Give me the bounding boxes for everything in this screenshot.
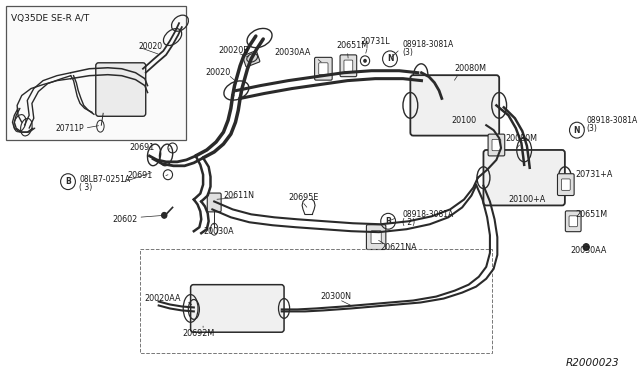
Bar — [6, 6, 186, 140]
Text: 20711P: 20711P — [55, 124, 84, 133]
Circle shape — [161, 212, 168, 219]
FancyBboxPatch shape — [315, 57, 332, 80]
Text: 20602: 20602 — [113, 215, 138, 224]
Text: 20080M: 20080M — [506, 134, 538, 142]
Text: 20020B: 20020B — [219, 46, 250, 55]
Text: ( 2): ( 2) — [402, 218, 415, 227]
Text: 20030AA: 20030AA — [275, 48, 310, 57]
FancyBboxPatch shape — [344, 60, 353, 71]
Text: B: B — [385, 217, 391, 226]
FancyBboxPatch shape — [410, 75, 499, 136]
Text: N: N — [387, 54, 393, 63]
Text: 20695E: 20695E — [288, 193, 319, 202]
Text: 08LB7-0251A: 08LB7-0251A — [79, 175, 130, 184]
Text: VQ35DE SE-R A/T: VQ35DE SE-R A/T — [11, 14, 89, 23]
Text: 20080M: 20080M — [455, 64, 487, 73]
Text: 20300N: 20300N — [321, 292, 351, 301]
Text: ( 3): ( 3) — [79, 183, 92, 192]
Text: 20731+A: 20731+A — [575, 170, 612, 179]
Text: 20100: 20100 — [451, 116, 476, 125]
Text: 20691: 20691 — [129, 144, 154, 153]
Text: 20691: 20691 — [127, 171, 152, 180]
Text: 20020: 20020 — [138, 42, 163, 51]
Text: 08918-3081A: 08918-3081A — [402, 210, 453, 219]
FancyBboxPatch shape — [483, 150, 565, 205]
FancyBboxPatch shape — [243, 51, 260, 67]
Bar — [140, 249, 492, 353]
Text: R2000023: R2000023 — [566, 358, 620, 368]
Text: B: B — [65, 177, 71, 186]
Text: (3): (3) — [402, 48, 413, 57]
Text: 20651M: 20651M — [337, 41, 369, 51]
Text: 20020AA: 20020AA — [145, 294, 181, 303]
FancyBboxPatch shape — [207, 193, 221, 212]
FancyBboxPatch shape — [191, 285, 284, 332]
FancyBboxPatch shape — [492, 140, 501, 151]
Text: 20611N: 20611N — [223, 191, 255, 200]
Text: 08918-3081A: 08918-3081A — [402, 41, 453, 49]
FancyBboxPatch shape — [96, 63, 146, 116]
Text: 20621NA: 20621NA — [381, 243, 417, 251]
Text: 20731L: 20731L — [360, 36, 390, 45]
Circle shape — [161, 212, 167, 218]
FancyBboxPatch shape — [340, 55, 356, 77]
FancyBboxPatch shape — [367, 225, 386, 250]
FancyBboxPatch shape — [319, 63, 328, 75]
Circle shape — [582, 243, 590, 251]
Text: (3): (3) — [586, 124, 597, 133]
Circle shape — [583, 244, 589, 250]
Text: 20020: 20020 — [205, 68, 230, 77]
FancyBboxPatch shape — [557, 174, 574, 196]
Text: 08918-3081A: 08918-3081A — [586, 116, 637, 125]
Circle shape — [363, 59, 367, 63]
Text: 20030AA: 20030AA — [570, 247, 607, 256]
FancyBboxPatch shape — [565, 211, 581, 232]
FancyBboxPatch shape — [371, 231, 381, 244]
FancyBboxPatch shape — [569, 216, 577, 227]
Text: 20692M: 20692M — [183, 329, 215, 338]
FancyBboxPatch shape — [488, 134, 505, 156]
Text: 20651M: 20651M — [575, 210, 607, 219]
Text: 20100+A: 20100+A — [508, 195, 546, 204]
Text: 20030A: 20030A — [203, 227, 234, 236]
FancyBboxPatch shape — [561, 179, 570, 190]
Text: N: N — [573, 126, 580, 135]
